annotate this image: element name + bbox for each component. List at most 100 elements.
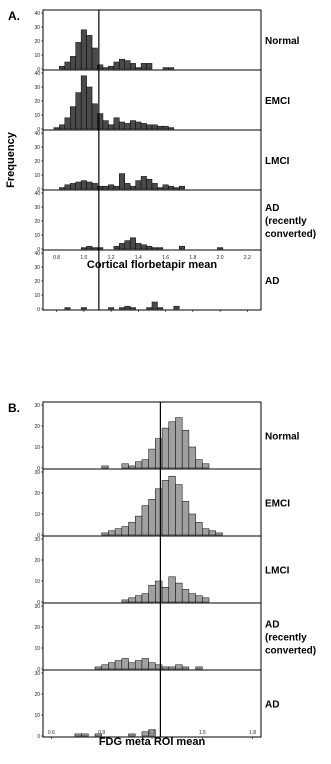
histogram-bar xyxy=(157,125,164,130)
y-tick-label: 0 xyxy=(37,466,40,472)
histogram-bar xyxy=(140,123,147,130)
y-tick-label: 20 xyxy=(34,491,40,497)
histogram-bar xyxy=(188,513,196,536)
y-tick-label: 10 xyxy=(34,713,40,719)
histogram-bar xyxy=(113,117,120,130)
histogram-bar xyxy=(134,515,143,536)
histogram-bar xyxy=(202,463,210,469)
histogram-bar xyxy=(86,35,93,70)
histogram-bar xyxy=(161,666,170,670)
histogram-bar xyxy=(146,245,153,250)
panel-1-1: 0 10 20 30 EMCI xyxy=(34,468,290,539)
y-tick-label: 10 xyxy=(34,512,40,518)
histogram-bar xyxy=(59,65,66,70)
histogram-bar xyxy=(151,124,158,130)
y-tick-label: 20 xyxy=(34,39,40,45)
histogram-bar xyxy=(168,666,176,670)
histogram-bar xyxy=(188,446,196,469)
histogram-bar xyxy=(114,660,123,670)
histogram-bar xyxy=(151,247,158,250)
histogram-bar xyxy=(102,120,109,130)
y-tick-label: 20 xyxy=(34,625,40,631)
histogram-bar xyxy=(91,183,98,190)
y-tick-label: 0 xyxy=(37,307,40,313)
histogram-bar xyxy=(148,499,156,536)
histogram-bar xyxy=(175,484,183,536)
y-tick-label: 0 xyxy=(37,667,40,673)
histogram-bar xyxy=(181,501,190,536)
histogram-bar xyxy=(162,184,169,190)
histogram-bar xyxy=(108,184,115,190)
y-tick-label: 20 xyxy=(34,219,40,225)
histogram-bar xyxy=(59,187,66,190)
histogram-bar xyxy=(64,184,71,190)
histogram-bar xyxy=(53,127,60,130)
y-tick-label: 0 xyxy=(37,600,40,606)
histogram-bar xyxy=(121,658,129,670)
histogram-bar xyxy=(108,662,116,670)
y-tick-label: 20 xyxy=(34,558,40,564)
histogram-bar xyxy=(134,461,143,469)
histogram-bar xyxy=(124,183,131,190)
histogram-bar xyxy=(135,121,142,130)
histogram-bar xyxy=(75,92,82,130)
y-tick-label: 10 xyxy=(34,233,40,239)
panel-tag: A. xyxy=(8,9,20,23)
y-tick-label: 20 xyxy=(34,159,40,165)
histogram-bar xyxy=(168,185,175,190)
histogram-bar xyxy=(146,124,153,130)
histogram-bar xyxy=(188,593,196,603)
histogram-bar xyxy=(173,187,180,190)
histogram-bar xyxy=(128,733,136,737)
histogram-bar xyxy=(119,173,126,190)
histogram-bar xyxy=(175,664,183,670)
histogram-bar xyxy=(64,61,71,70)
y-tick-label: 30 xyxy=(34,265,40,271)
histogram-bar xyxy=(70,106,76,130)
histogram-bar xyxy=(80,180,87,190)
histogram-bar xyxy=(80,247,87,250)
x-tick-label: 0.9 xyxy=(98,730,105,736)
y-tick-label: 30 xyxy=(34,145,40,151)
histogram-bar xyxy=(195,459,203,469)
y-tick-label: 0 xyxy=(37,247,40,253)
panel-0-3: 0 10 20 30 40 AD (recently converted) xyxy=(34,189,316,253)
histogram-bar xyxy=(157,187,164,190)
histogram-bar xyxy=(168,421,176,469)
y-tick-label: 30 xyxy=(34,537,40,543)
x-tick-label: 1.8 xyxy=(249,730,256,736)
histogram-bar xyxy=(59,124,66,130)
chart-1: B. 0 10 20 30 Normal 0 10 20 30 EMCI 0 10 20 30 LMCI 0 10… xyxy=(8,401,316,748)
histogram-bar xyxy=(155,580,163,603)
y-tick-label: 30 xyxy=(34,205,40,211)
x-tick-label: 1.4 xyxy=(135,255,142,261)
chart-0: A. 0 10 20 30 40 Normal 0 10 20 30 40 EMCI 0 10 20 30 40 L… xyxy=(5,9,316,313)
histogram-bar xyxy=(168,576,176,603)
histogram-bar xyxy=(81,733,89,737)
histogram-bar xyxy=(86,181,93,190)
histogram-bar xyxy=(94,733,102,737)
y-tick-label: 20 xyxy=(34,424,40,430)
histogram-bar xyxy=(108,307,115,310)
histogram-bar xyxy=(70,183,76,190)
histogram-bar xyxy=(121,463,129,469)
histogram-bar xyxy=(119,243,126,250)
histogram-bar xyxy=(148,448,156,469)
histogram-bar xyxy=(124,60,131,70)
histogram-bar xyxy=(155,438,163,469)
histogram-bar xyxy=(101,532,109,536)
histogram-bar xyxy=(181,666,190,670)
histogram-bar xyxy=(175,417,183,469)
x-tick-label: 1.8 xyxy=(189,255,196,261)
histogram-bar xyxy=(141,593,149,603)
x-tick-label: 2.2 xyxy=(244,255,251,261)
histogram-bar xyxy=(129,237,136,250)
histogram-bar xyxy=(202,597,210,603)
histogram-bar xyxy=(195,595,203,603)
histogram-bar xyxy=(91,103,98,130)
histogram-bar xyxy=(124,240,131,250)
histogram-bar xyxy=(108,124,115,130)
histogram-bar xyxy=(70,56,76,70)
histogram-bar xyxy=(168,127,175,130)
